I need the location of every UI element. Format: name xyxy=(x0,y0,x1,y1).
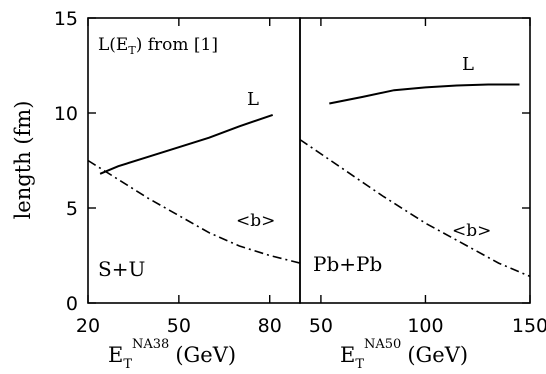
system-label-right: Pb+Pb xyxy=(313,252,382,276)
x-tick-label-p1-1: 100 xyxy=(407,315,443,337)
y-tick-label-1: 5 xyxy=(66,198,78,220)
series-label-L-right: L xyxy=(462,54,474,75)
x-label-left-unit: (GeV) xyxy=(175,343,236,367)
annotation-rest: ) from [1] xyxy=(136,35,218,55)
x-label-left-sub: T xyxy=(123,357,132,372)
annotation-main: L(E xyxy=(98,35,128,55)
x-label-left-sup: NA38 xyxy=(132,337,169,352)
series-line-p1-b xyxy=(299,138,531,278)
x-label-right-sub: T xyxy=(355,357,364,372)
series-line-p0-L xyxy=(99,113,274,175)
x-tick-label-p0-0: 20 xyxy=(76,315,100,337)
right-panel-frame xyxy=(299,17,531,304)
series-label-L-left: L xyxy=(247,89,259,110)
curves-group xyxy=(87,83,531,278)
x-tick-label-p1-0: 50 xyxy=(309,315,333,337)
ticks-group: 0 5 10 15 20 50 80 50 100 150 xyxy=(54,8,546,337)
series-label-b-left: <b> xyxy=(236,211,275,231)
x-tick-label-p1-2: 150 xyxy=(512,315,546,337)
y-tick-label-0: 0 xyxy=(66,293,78,315)
y-axis-label: length (fm) xyxy=(11,101,35,220)
x-tick-label-p0-1: 50 xyxy=(167,315,191,337)
y-tick-label-2: 10 xyxy=(54,103,78,125)
y-tick-label-3: 15 xyxy=(54,8,78,30)
x-label-right-main: E xyxy=(340,343,355,367)
series-line-p1-L xyxy=(329,83,520,105)
x-axis-label-right: ETNA50 (GeV) xyxy=(340,337,468,372)
series-line-p0-b xyxy=(87,159,301,264)
x-label-left-main: E xyxy=(108,343,123,367)
x-axis-label-left: ETNA38 (GeV) xyxy=(108,337,236,372)
system-label-left: S+U xyxy=(98,257,145,281)
annotation-sub: T xyxy=(128,44,136,57)
x-label-right-unit: (GeV) xyxy=(407,343,468,367)
series-label-b-right: <b> xyxy=(452,221,491,241)
x-tick-label-p0-2: 80 xyxy=(258,315,282,337)
x-label-right-sup: NA50 xyxy=(364,337,401,352)
source-annotation: L(ET) from [1] xyxy=(98,35,218,57)
